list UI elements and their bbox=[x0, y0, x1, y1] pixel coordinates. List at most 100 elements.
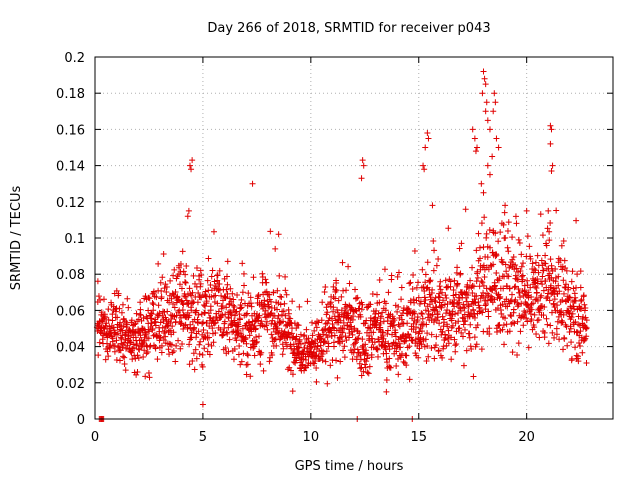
data-point bbox=[463, 288, 470, 295]
data-point bbox=[342, 333, 349, 340]
data-point bbox=[237, 361, 244, 368]
data-point bbox=[202, 309, 209, 316]
data-point bbox=[199, 320, 206, 327]
data-point bbox=[114, 314, 121, 321]
data-point bbox=[429, 286, 436, 293]
data-point bbox=[384, 359, 391, 366]
data-point bbox=[577, 268, 584, 275]
data-point bbox=[467, 277, 474, 284]
data-point bbox=[581, 336, 588, 343]
data-point bbox=[419, 266, 426, 273]
data-point bbox=[314, 343, 321, 350]
data-point bbox=[148, 320, 155, 327]
data-point bbox=[169, 290, 176, 297]
data-point bbox=[498, 310, 505, 317]
data-point bbox=[362, 364, 369, 371]
data-point bbox=[202, 288, 209, 295]
data-point bbox=[405, 331, 412, 338]
axis-ticks: 0 0.02 0.04 0.06 0.08 0.1 0.12 0.14 0.16 0.18 0.2 0… bbox=[56, 51, 613, 445]
data-point bbox=[137, 306, 144, 313]
data-point bbox=[437, 303, 444, 310]
data-point bbox=[334, 374, 341, 381]
data-point bbox=[177, 261, 184, 268]
data-point bbox=[547, 282, 554, 289]
data-point bbox=[104, 348, 111, 355]
data-point bbox=[109, 317, 116, 324]
data-point bbox=[282, 312, 289, 319]
data-point bbox=[553, 325, 560, 332]
data-point bbox=[318, 317, 325, 324]
data-point bbox=[527, 255, 534, 262]
data-point bbox=[531, 324, 538, 331]
data-point bbox=[278, 327, 285, 334]
data-point bbox=[362, 320, 369, 327]
data-point bbox=[568, 278, 575, 285]
data-point bbox=[234, 291, 241, 298]
data-point bbox=[222, 344, 229, 351]
data-point bbox=[481, 214, 488, 221]
data-point bbox=[543, 315, 550, 322]
data-point bbox=[500, 285, 507, 292]
data-point bbox=[565, 308, 572, 315]
data-point bbox=[492, 99, 499, 106]
data-point bbox=[288, 345, 295, 352]
data-point bbox=[205, 341, 212, 348]
data-point bbox=[100, 315, 107, 322]
data-point bbox=[142, 373, 149, 380]
data-point bbox=[515, 286, 522, 293]
data-point bbox=[417, 298, 424, 305]
data-point bbox=[513, 220, 520, 227]
data-point bbox=[547, 140, 554, 147]
data-point bbox=[423, 321, 430, 328]
data-point bbox=[219, 312, 226, 319]
data-point bbox=[417, 325, 424, 332]
data-point bbox=[340, 347, 347, 354]
data-point bbox=[460, 301, 467, 308]
data-point bbox=[436, 290, 443, 297]
data-point bbox=[247, 300, 254, 307]
data-point bbox=[222, 294, 229, 301]
data-point bbox=[205, 255, 212, 262]
data-point bbox=[212, 330, 219, 337]
data-point bbox=[500, 221, 507, 228]
data-point bbox=[134, 369, 141, 376]
data-point bbox=[502, 261, 509, 268]
data-point bbox=[361, 350, 368, 357]
data-point bbox=[150, 301, 157, 308]
data-point bbox=[577, 297, 584, 304]
data-point bbox=[468, 346, 475, 353]
data-point bbox=[263, 318, 270, 325]
data-point bbox=[427, 277, 434, 284]
data-point bbox=[548, 309, 555, 316]
data-point bbox=[452, 348, 459, 355]
data-point bbox=[179, 300, 186, 307]
data-point bbox=[302, 356, 309, 363]
data-point bbox=[266, 303, 273, 310]
data-point bbox=[521, 287, 528, 294]
data-point bbox=[353, 339, 359, 346]
data-point bbox=[473, 247, 480, 254]
y-axis-label: SRMTID / TECUs bbox=[9, 186, 24, 291]
data-point bbox=[578, 296, 585, 303]
data-point bbox=[331, 332, 338, 339]
data-point bbox=[509, 256, 516, 263]
data-point bbox=[155, 302, 162, 309]
data-point bbox=[261, 297, 268, 304]
data-point bbox=[338, 293, 345, 300]
data-point bbox=[262, 276, 269, 283]
data-point bbox=[226, 295, 233, 302]
data-point bbox=[522, 309, 529, 316]
data-point bbox=[560, 346, 567, 353]
data-point bbox=[482, 302, 489, 309]
data-point bbox=[333, 357, 340, 364]
data-point bbox=[243, 311, 250, 318]
data-point bbox=[351, 325, 358, 332]
data-point bbox=[516, 239, 523, 246]
data-point bbox=[327, 362, 334, 369]
data-point bbox=[482, 108, 489, 115]
data-point bbox=[395, 269, 402, 276]
data-point bbox=[145, 307, 152, 314]
data-point bbox=[424, 330, 431, 337]
data-point bbox=[341, 343, 348, 350]
